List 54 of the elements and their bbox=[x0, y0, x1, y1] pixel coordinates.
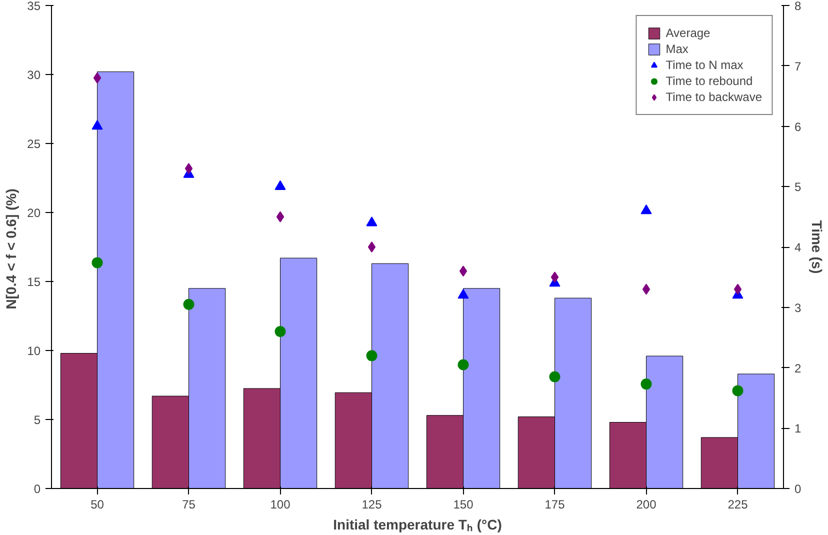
point bbox=[458, 359, 469, 370]
legend-label: Time to rebound bbox=[666, 74, 753, 88]
y2-tick-label: 1 bbox=[794, 422, 802, 436]
point bbox=[640, 378, 652, 390]
point bbox=[92, 257, 103, 268]
y2-tick-label: 8 bbox=[794, 0, 802, 13]
point bbox=[276, 211, 284, 222]
y2-tick-label: 3 bbox=[794, 300, 802, 315]
point bbox=[366, 350, 378, 362]
x-tick-label: 75 bbox=[182, 498, 196, 512]
y-tick-label: 5 bbox=[34, 413, 41, 427]
point bbox=[734, 284, 742, 295]
point bbox=[368, 242, 376, 252]
legend-label: Average bbox=[666, 26, 710, 40]
legend-label: Time to N max bbox=[666, 58, 744, 72]
y-axis-title: N[0.4 < f < 0.6] (%) bbox=[3, 188, 20, 310]
y2-tick-label: 0 bbox=[794, 482, 802, 496]
y-tick-label: 30 bbox=[27, 68, 41, 82]
point bbox=[550, 272, 559, 283]
y-tick-label: 35 bbox=[27, 0, 41, 13]
y-tick-label: 0 bbox=[34, 482, 41, 496]
x-tick-label: 150 bbox=[453, 498, 474, 512]
point bbox=[366, 216, 378, 226]
y2-tick-label: 6 bbox=[794, 120, 802, 134]
x-tick-label: 50 bbox=[90, 498, 104, 512]
x-tick-label: 125 bbox=[362, 498, 382, 512]
y2-tick-label: 5 bbox=[794, 180, 802, 194]
point bbox=[184, 163, 193, 174]
x-tick-label: 200 bbox=[636, 498, 657, 512]
legend-label: Time to backwave bbox=[666, 90, 762, 104]
y-tick-label: 25 bbox=[27, 137, 41, 151]
point bbox=[732, 385, 744, 396]
legend-label: Max bbox=[666, 42, 688, 56]
y2-tick-label: 2 bbox=[794, 361, 802, 376]
y2-tick-label: 7 bbox=[794, 59, 802, 74]
x-tick-label: 175 bbox=[544, 498, 566, 512]
y-tick-label: 15 bbox=[27, 275, 41, 289]
point bbox=[93, 72, 102, 84]
point bbox=[459, 266, 468, 277]
point bbox=[458, 289, 469, 299]
point bbox=[549, 371, 560, 382]
x-tick-label: 225 bbox=[728, 498, 748, 512]
y2-tick-label: 4 bbox=[794, 240, 802, 254]
point bbox=[183, 298, 194, 310]
point bbox=[642, 284, 650, 295]
point bbox=[274, 326, 286, 338]
y2-axis-title: Time (s) bbox=[809, 220, 826, 274]
x-axis-title: Initial temperature Tₕ (°C) bbox=[333, 516, 502, 532]
point bbox=[92, 120, 103, 130]
point bbox=[274, 180, 286, 190]
y-tick-label: 20 bbox=[27, 206, 41, 220]
point bbox=[640, 204, 652, 214]
x-tick-label: 100 bbox=[270, 498, 291, 512]
y-tick-label: 10 bbox=[27, 344, 41, 358]
